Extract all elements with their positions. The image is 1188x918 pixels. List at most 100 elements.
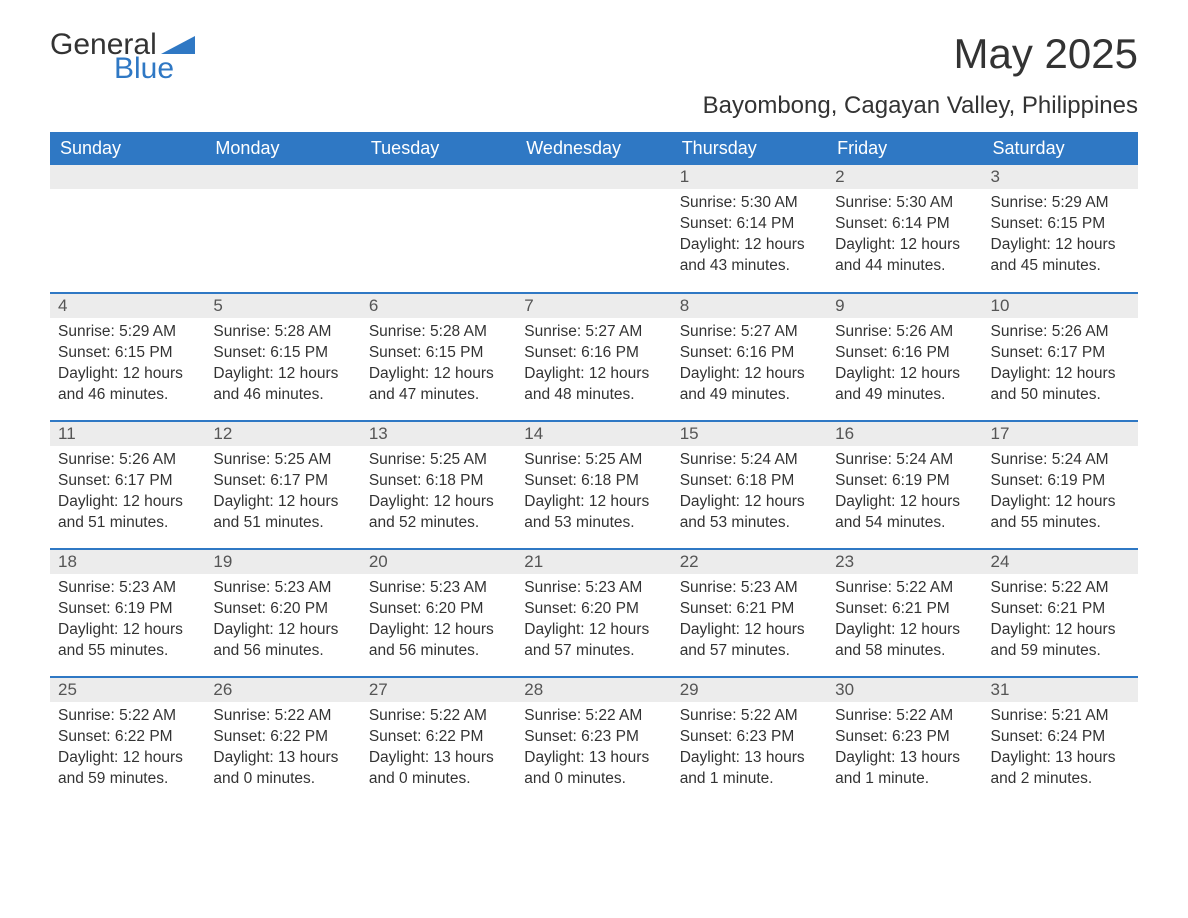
calendar-cell: 31Sunrise: 5:21 AMSunset: 6:24 PMDayligh… xyxy=(983,677,1138,805)
sunset-text: Sunset: 6:22 PM xyxy=(213,727,352,748)
calendar-cell xyxy=(50,165,205,293)
calendar-cell: 19Sunrise: 5:23 AMSunset: 6:20 PMDayligh… xyxy=(205,549,360,677)
sunset-text: Sunset: 6:19 PM xyxy=(58,599,197,620)
daylight-text: Daylight: 13 hours and 0 minutes. xyxy=(524,748,663,790)
sunset-text: Sunset: 6:15 PM xyxy=(369,343,508,364)
daylight-text: Daylight: 12 hours and 59 minutes. xyxy=(58,748,197,790)
sunset-text: Sunset: 6:14 PM xyxy=(835,214,974,235)
calendar-cell xyxy=(361,165,516,293)
calendar-cell: 5Sunrise: 5:28 AMSunset: 6:15 PMDaylight… xyxy=(205,293,360,421)
calendar-cell: 1Sunrise: 5:30 AMSunset: 6:14 PMDaylight… xyxy=(672,165,827,293)
calendar-cell: 14Sunrise: 5:25 AMSunset: 6:18 PMDayligh… xyxy=(516,421,671,549)
sunrise-text: Sunrise: 5:25 AM xyxy=(524,450,663,471)
day-header: Wednesday xyxy=(516,132,671,165)
calendar-cell: 7Sunrise: 5:27 AMSunset: 6:16 PMDaylight… xyxy=(516,293,671,421)
daylight-text: Daylight: 12 hours and 51 minutes. xyxy=(58,492,197,534)
header: General Blue May 2025 xyxy=(50,30,1138,84)
day-number xyxy=(516,165,671,189)
day-details: Sunrise: 5:22 AMSunset: 6:22 PMDaylight:… xyxy=(361,702,516,798)
sunset-text: Sunset: 6:21 PM xyxy=(991,599,1130,620)
calendar-cell xyxy=(516,165,671,293)
day-number: 14 xyxy=(516,422,671,446)
daylight-text: Daylight: 12 hours and 58 minutes. xyxy=(835,620,974,662)
calendar-cell: 27Sunrise: 5:22 AMSunset: 6:22 PMDayligh… xyxy=(361,677,516,805)
daylight-text: Daylight: 12 hours and 45 minutes. xyxy=(991,235,1130,277)
day-details: Sunrise: 5:24 AMSunset: 6:19 PMDaylight:… xyxy=(983,446,1138,542)
day-details: Sunrise: 5:22 AMSunset: 6:23 PMDaylight:… xyxy=(827,702,982,798)
sunrise-text: Sunrise: 5:30 AM xyxy=(680,193,819,214)
sunset-text: Sunset: 6:23 PM xyxy=(680,727,819,748)
sunrise-text: Sunrise: 5:29 AM xyxy=(58,322,197,343)
sunrise-text: Sunrise: 5:25 AM xyxy=(369,450,508,471)
day-number: 2 xyxy=(827,165,982,189)
sunset-text: Sunset: 6:18 PM xyxy=(369,471,508,492)
calendar-cell: 20Sunrise: 5:23 AMSunset: 6:20 PMDayligh… xyxy=(361,549,516,677)
sunrise-text: Sunrise: 5:26 AM xyxy=(991,322,1130,343)
daylight-text: Daylight: 12 hours and 51 minutes. xyxy=(213,492,352,534)
day-number: 5 xyxy=(205,294,360,318)
day-number: 26 xyxy=(205,678,360,702)
day-number: 6 xyxy=(361,294,516,318)
calendar-body: 1Sunrise: 5:30 AMSunset: 6:14 PMDaylight… xyxy=(50,165,1138,805)
day-number: 23 xyxy=(827,550,982,574)
calendar-table: SundayMondayTuesdayWednesdayThursdayFrid… xyxy=(50,132,1138,805)
daylight-text: Daylight: 13 hours and 1 minute. xyxy=(835,748,974,790)
day-number: 29 xyxy=(672,678,827,702)
sunset-text: Sunset: 6:15 PM xyxy=(991,214,1130,235)
day-number: 27 xyxy=(361,678,516,702)
calendar-cell: 29Sunrise: 5:22 AMSunset: 6:23 PMDayligh… xyxy=(672,677,827,805)
day-number: 22 xyxy=(672,550,827,574)
daylight-text: Daylight: 13 hours and 0 minutes. xyxy=(369,748,508,790)
sunrise-text: Sunrise: 5:24 AM xyxy=(991,450,1130,471)
sunrise-text: Sunrise: 5:22 AM xyxy=(835,578,974,599)
sunrise-text: Sunrise: 5:26 AM xyxy=(58,450,197,471)
day-number: 17 xyxy=(983,422,1138,446)
calendar-cell: 18Sunrise: 5:23 AMSunset: 6:19 PMDayligh… xyxy=(50,549,205,677)
sunset-text: Sunset: 6:19 PM xyxy=(835,471,974,492)
sunrise-text: Sunrise: 5:23 AM xyxy=(58,578,197,599)
day-details: Sunrise: 5:26 AMSunset: 6:17 PMDaylight:… xyxy=(983,318,1138,414)
sunset-text: Sunset: 6:22 PM xyxy=(58,727,197,748)
daylight-text: Daylight: 12 hours and 47 minutes. xyxy=(369,364,508,406)
day-header: Thursday xyxy=(672,132,827,165)
sunset-text: Sunset: 6:17 PM xyxy=(213,471,352,492)
daylight-text: Daylight: 12 hours and 59 minutes. xyxy=(991,620,1130,662)
day-details: Sunrise: 5:23 AMSunset: 6:21 PMDaylight:… xyxy=(672,574,827,670)
sunrise-text: Sunrise: 5:24 AM xyxy=(680,450,819,471)
day-number: 11 xyxy=(50,422,205,446)
calendar-head: SundayMondayTuesdayWednesdayThursdayFrid… xyxy=(50,132,1138,165)
daylight-text: Daylight: 12 hours and 54 minutes. xyxy=(835,492,974,534)
day-number: 13 xyxy=(361,422,516,446)
day-details: Sunrise: 5:22 AMSunset: 6:22 PMDaylight:… xyxy=(205,702,360,798)
day-details: Sunrise: 5:29 AMSunset: 6:15 PMDaylight:… xyxy=(983,189,1138,285)
calendar-cell xyxy=(205,165,360,293)
sunrise-text: Sunrise: 5:23 AM xyxy=(213,578,352,599)
daylight-text: Daylight: 12 hours and 44 minutes. xyxy=(835,235,974,277)
day-number: 4 xyxy=(50,294,205,318)
sunset-text: Sunset: 6:18 PM xyxy=(680,471,819,492)
daylight-text: Daylight: 12 hours and 43 minutes. xyxy=(680,235,819,277)
day-header: Monday xyxy=(205,132,360,165)
day-number: 25 xyxy=(50,678,205,702)
day-details: Sunrise: 5:25 AMSunset: 6:18 PMDaylight:… xyxy=(516,446,671,542)
calendar-cell: 11Sunrise: 5:26 AMSunset: 6:17 PMDayligh… xyxy=(50,421,205,549)
day-details: Sunrise: 5:23 AMSunset: 6:20 PMDaylight:… xyxy=(205,574,360,670)
day-details: Sunrise: 5:22 AMSunset: 6:21 PMDaylight:… xyxy=(983,574,1138,670)
sunset-text: Sunset: 6:20 PM xyxy=(524,599,663,620)
sunset-text: Sunset: 6:17 PM xyxy=(991,343,1130,364)
day-details: Sunrise: 5:24 AMSunset: 6:18 PMDaylight:… xyxy=(672,446,827,542)
day-number: 19 xyxy=(205,550,360,574)
sunrise-text: Sunrise: 5:24 AM xyxy=(835,450,974,471)
daylight-text: Daylight: 12 hours and 49 minutes. xyxy=(835,364,974,406)
sunset-text: Sunset: 6:21 PM xyxy=(835,599,974,620)
day-number: 10 xyxy=(983,294,1138,318)
sunrise-text: Sunrise: 5:30 AM xyxy=(835,193,974,214)
daylight-text: Daylight: 12 hours and 56 minutes. xyxy=(213,620,352,662)
day-details: Sunrise: 5:27 AMSunset: 6:16 PMDaylight:… xyxy=(672,318,827,414)
calendar-cell: 22Sunrise: 5:23 AMSunset: 6:21 PMDayligh… xyxy=(672,549,827,677)
daylight-text: Daylight: 12 hours and 50 minutes. xyxy=(991,364,1130,406)
sunrise-text: Sunrise: 5:23 AM xyxy=(369,578,508,599)
sunrise-text: Sunrise: 5:21 AM xyxy=(991,706,1130,727)
calendar-cell: 17Sunrise: 5:24 AMSunset: 6:19 PMDayligh… xyxy=(983,421,1138,549)
day-details: Sunrise: 5:26 AMSunset: 6:17 PMDaylight:… xyxy=(50,446,205,542)
